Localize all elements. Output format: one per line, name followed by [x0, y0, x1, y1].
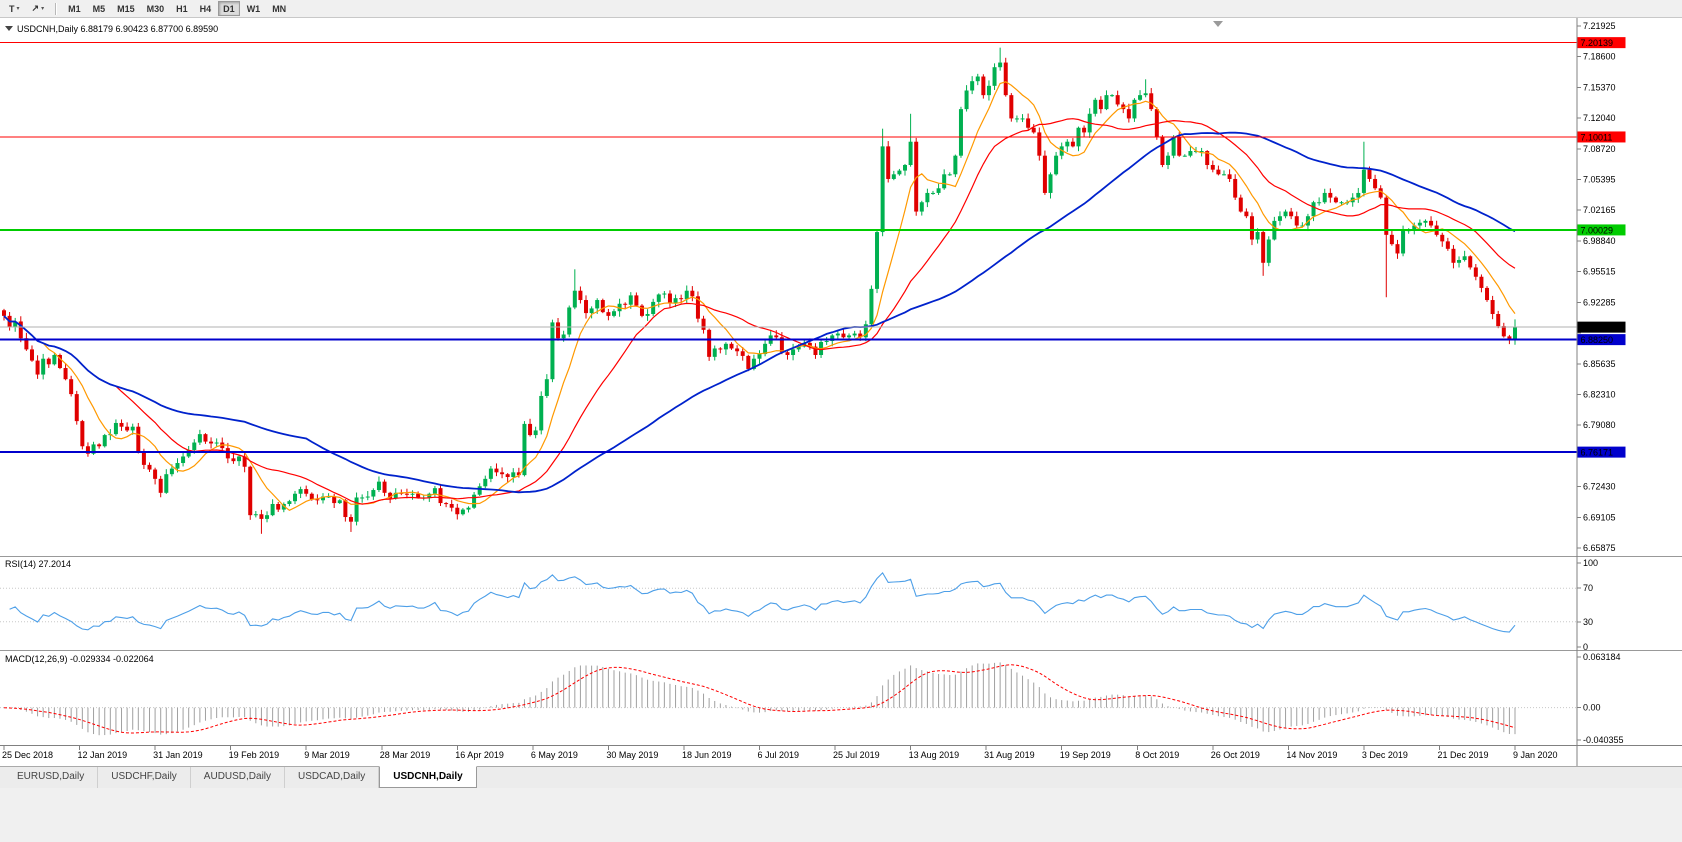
svg-text:7.20139: 7.20139 [1581, 38, 1614, 48]
price-axis-tick-label: 6.79080 [1583, 420, 1616, 430]
svg-text:19 Sep 2019: 19 Sep 2019 [1060, 750, 1111, 760]
price-axis-tick-label: 6.85635 [1583, 359, 1616, 369]
svg-text:6 May 2019: 6 May 2019 [531, 750, 578, 760]
current-price-tag [1577, 321, 1626, 333]
tab-eurusd[interactable]: EURUSD,Daily [4, 767, 99, 788]
price-axis-tick-label: 7.05395 [1583, 175, 1616, 185]
MA-fast-line [3, 81, 1516, 512]
svg-text:14 Nov 2019: 14 Nov 2019 [1286, 750, 1337, 760]
caret-down-icon: ▾ [41, 6, 45, 12]
chart-shift-marker-icon[interactable] [1213, 21, 1223, 27]
rsi-line [9, 572, 1516, 633]
svg-text:3 Dec 2019: 3 Dec 2019 [1362, 750, 1408, 760]
svg-text:6.88250: 6.88250 [1581, 335, 1614, 345]
date-axis[interactable]: 25 Dec 2018 12 Jan 2019 31 Jan 2019 19 Feb … [2, 746, 1558, 760]
svg-text:7.00029: 7.00029 [1581, 225, 1614, 235]
level-price-tag [1577, 446, 1626, 458]
price-axis-tick-label: 7.21925 [1583, 21, 1616, 31]
price-levels-layer[interactable] [0, 42, 1577, 454]
text-tool-button[interactable]: T ▾ [4, 1, 25, 16]
svg-text:25 Jul 2019: 25 Jul 2019 [833, 750, 880, 760]
timeframe-m5-button[interactable]: M5 [88, 1, 111, 16]
tab-audusd[interactable]: AUDUSD,Daily [191, 767, 286, 788]
macd-axis-tick-label: -0.040355 [1583, 735, 1624, 745]
svg-text:31 Jan 2019: 31 Jan 2019 [153, 750, 203, 760]
price-axis-tick-label: 6.98840 [1583, 236, 1616, 246]
caret-down-icon: ▾ [16, 6, 20, 12]
chart-title-ohlc: USDCNH,Daily 6.88179 6.90423 6.87700 6.8… [17, 24, 218, 34]
level-price-tag [1577, 224, 1626, 236]
svg-text:6.89590: 6.89590 [1581, 323, 1614, 333]
svg-text:6 Jul 2019: 6 Jul 2019 [758, 750, 800, 760]
rsi-axis-tick-label: 70 [1583, 583, 1593, 593]
window-filler [0, 788, 1682, 842]
cursor-tool-button[interactable]: ↗ ▾ [27, 1, 50, 16]
svg-text:7.10011: 7.10011 [1581, 132, 1613, 142]
rsi-axis-tick-label: 0 [1583, 642, 1588, 652]
price-axis-tick-label: 7.08720 [1583, 144, 1616, 154]
chart-tabs-bar: EURUSD,Daily USDCHF,Daily AUDUSD,Daily U… [0, 766, 1682, 788]
svg-text:9 Mar 2019: 9 Mar 2019 [304, 750, 350, 760]
timeframe-m15-button[interactable]: M15 [112, 1, 140, 16]
price-axis-tick-label: 7.02165 [1583, 205, 1616, 215]
price-axis-tick-label: 6.95515 [1583, 267, 1616, 277]
macd-histogram [3, 662, 1516, 736]
price-axis-tick-label: 7.18600 [1583, 52, 1616, 62]
timeframe-h1-button[interactable]: H1 [171, 1, 193, 16]
svg-text:8 Oct 2019: 8 Oct 2019 [1135, 750, 1179, 760]
timeframe-mn-button[interactable]: MN [267, 1, 291, 16]
toolbar-separator [55, 2, 58, 15]
svg-text:6.76171: 6.76171 [1581, 448, 1614, 458]
svg-text:30 May 2019: 30 May 2019 [606, 750, 658, 760]
candles-layer[interactable] [2, 47, 1517, 534]
rsi-axis-tick-label: 30 [1583, 617, 1593, 627]
cursor-tool-icon: ↗ [31, 3, 40, 13]
svg-text:12 Jan 2019: 12 Jan 2019 [78, 750, 128, 760]
timeframe-w1-button[interactable]: W1 [242, 1, 266, 16]
price-axis-tick-label: 6.82310 [1583, 389, 1616, 399]
svg-text:28 Mar 2019: 28 Mar 2019 [380, 750, 431, 760]
svg-text:9 Jan 2020: 9 Jan 2020 [1513, 750, 1558, 760]
rsi-label: RSI(14) 27.2014 [5, 559, 71, 569]
level-price-tag [1577, 37, 1626, 49]
macd-axis-tick-label: 0.063184 [1583, 652, 1621, 662]
MA-slow-line [3, 131, 1516, 494]
chart-background [0, 18, 1682, 766]
svg-text:19 Feb 2019: 19 Feb 2019 [229, 750, 280, 760]
timeframe-m1-button[interactable]: M1 [63, 1, 86, 16]
price-axis-tick-label: 7.15370 [1583, 82, 1616, 92]
price-axis-tick-label: 6.72430 [1583, 482, 1616, 492]
svg-text:21 Dec 2019: 21 Dec 2019 [1437, 750, 1488, 760]
rsi-axis-tick-label: 100 [1583, 558, 1598, 568]
level-price-tag [1577, 334, 1626, 346]
candlestick-chart-canvas[interactable]: RSI(14) 27.2014 MACD(12,26,9) -0.029334 -… [0, 18, 1682, 766]
collapse-chart-icon[interactable] [5, 26, 13, 31]
svg-text:26 Oct 2019: 26 Oct 2019 [1211, 750, 1260, 760]
timeframe-d1-button[interactable]: D1 [218, 1, 240, 16]
price-axis-tick-label: 6.69105 [1583, 512, 1616, 522]
tab-usdcad[interactable]: USDCAD,Daily [285, 767, 380, 788]
svg-text:31 Aug 2019: 31 Aug 2019 [984, 750, 1035, 760]
timeframe-h4-button[interactable]: H4 [195, 1, 217, 16]
price-axis-tick-label: 7.12040 [1583, 113, 1616, 123]
timeframe-m30-button[interactable]: M30 [142, 1, 170, 16]
svg-text:25 Dec 2018: 25 Dec 2018 [2, 750, 53, 760]
level-price-tag [1577, 131, 1626, 143]
svg-text:16 Apr 2019: 16 Apr 2019 [455, 750, 504, 760]
macd-axis-tick-label: 0.00 [1583, 703, 1601, 713]
top-toolbar: T ▾ ↗ ▾ M1 M5 M15 M30 H1 H4 D1 W1 MN [0, 0, 1682, 18]
price-axis-tick-label: 6.92285 [1583, 297, 1616, 307]
text-tool-icon: T [9, 3, 15, 14]
svg-text:18 Jun 2019: 18 Jun 2019 [682, 750, 732, 760]
macd-signal-line [3, 664, 1516, 734]
price-axis-tick-label: 6.65875 [1583, 543, 1616, 553]
macd-label: MACD(12,26,9) -0.029334 -0.022064 [5, 654, 154, 664]
tab-usdcnh-active[interactable]: USDCNH,Daily [379, 766, 477, 788]
tab-usdchf[interactable]: USDCHF,Daily [98, 767, 191, 788]
svg-text:13 Aug 2019: 13 Aug 2019 [909, 750, 960, 760]
